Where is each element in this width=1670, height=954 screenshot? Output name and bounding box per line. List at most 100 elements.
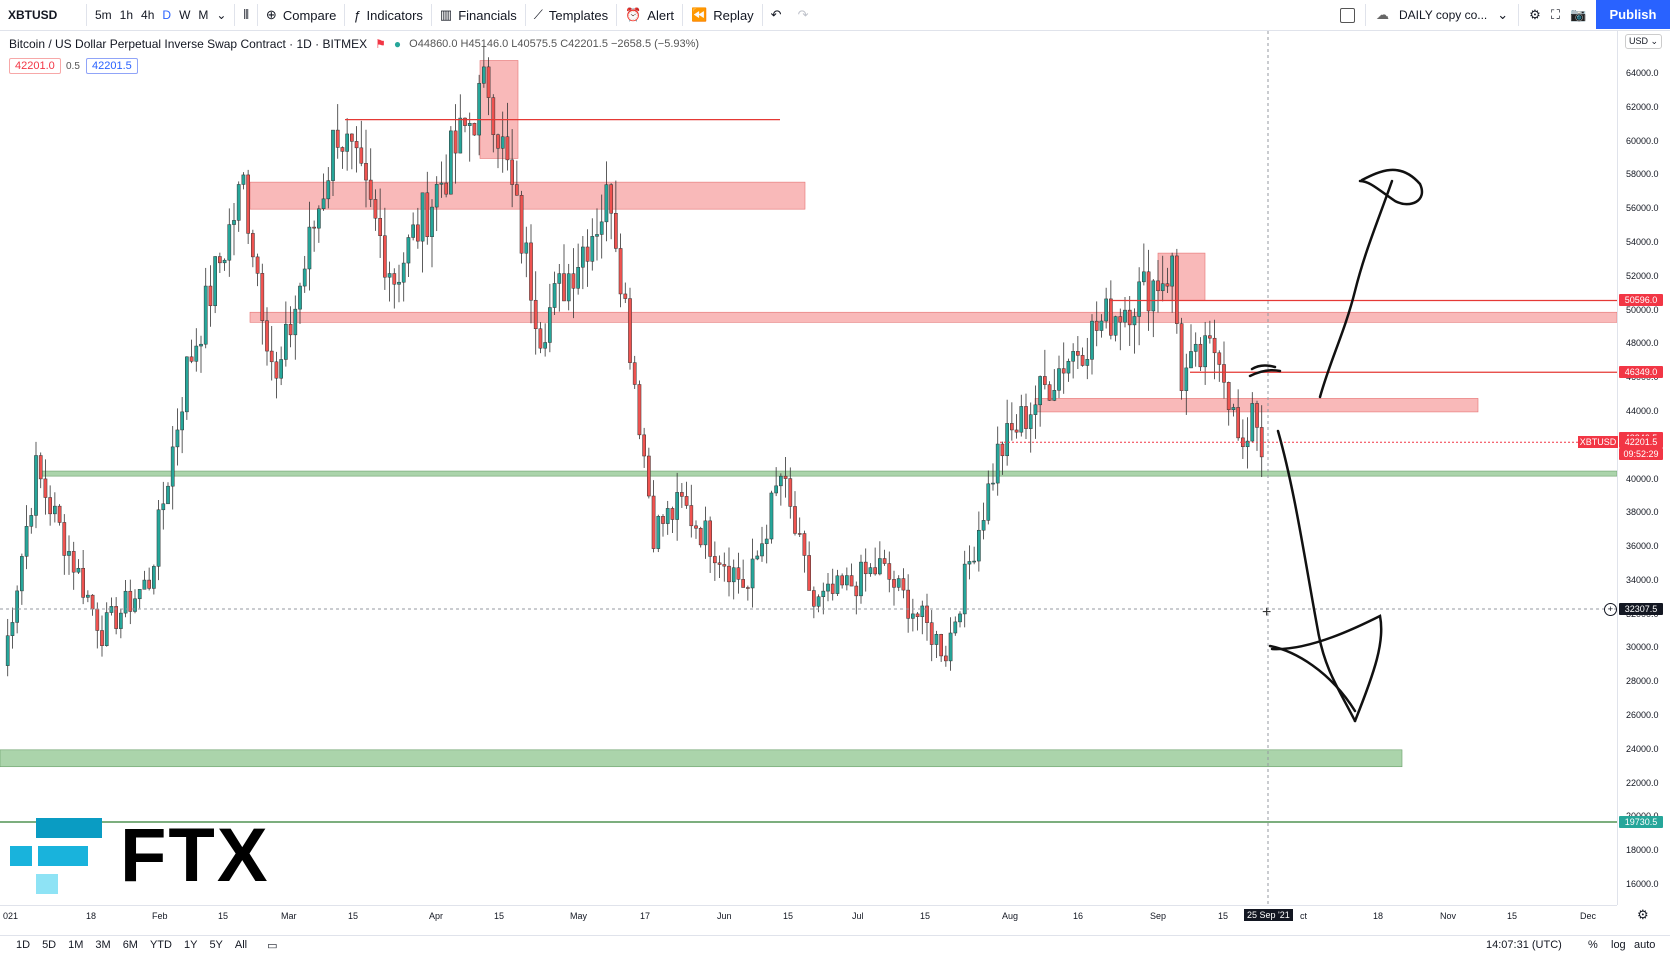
candle-body	[100, 630, 104, 646]
time-tick: 15	[348, 911, 359, 921]
date-range-icon[interactable]: ▭	[267, 939, 278, 952]
toolbar-divider	[86, 4, 87, 26]
range-3m[interactable]: 3M	[95, 939, 111, 951]
flag-icon[interactable]: ⚑	[375, 37, 386, 51]
log-toggle[interactable]: log	[1611, 939, 1626, 951]
candle	[849, 563, 854, 587]
auto-toggle[interactable]: auto	[1634, 939, 1656, 951]
crosshair-plus-icon[interactable]: +	[1604, 603, 1617, 616]
price-chart[interactable]: +	[0, 31, 1670, 935]
candle	[298, 282, 302, 324]
candle	[500, 111, 505, 173]
candle	[1184, 353, 1189, 415]
candle-body	[566, 273, 571, 302]
candle	[656, 514, 661, 553]
candle-body	[576, 267, 580, 289]
candle-body	[533, 299, 538, 330]
candle	[675, 472, 679, 541]
range-6m[interactable]: 6M	[122, 939, 138, 951]
candle-body	[317, 208, 321, 229]
series-title[interactable]: Bitcoin / US Dollar Perpetual Inverse Sw…	[9, 37, 368, 51]
candle-body	[812, 590, 816, 607]
candle-body	[420, 192, 425, 242]
fullscreen-toggle-icon[interactable]	[1340, 7, 1355, 23]
candle-body	[10, 622, 15, 636]
candle-body	[53, 505, 57, 515]
price-axis[interactable]: USD ⌄	[1617, 31, 1670, 905]
resistance-zone[interactable]	[249, 181, 806, 210]
range-5y[interactable]: 5Y	[209, 939, 223, 951]
candle	[317, 205, 321, 243]
resistance-zone[interactable]	[249, 311, 1618, 323]
clock[interactable]: 14:07:31 (UTC)	[1486, 939, 1562, 951]
candle	[15, 585, 19, 634]
range-ytd[interactable]: YTD	[149, 939, 172, 951]
candle	[797, 517, 802, 537]
candle-body	[86, 594, 90, 598]
chevron-down-icon[interactable]: ⌄	[216, 8, 227, 22]
indicators-button[interactable]: ƒ Indicators	[345, 0, 431, 30]
camera-icon[interactable]: 📷	[1569, 7, 1587, 22]
bid-price[interactable]: 42201.0	[9, 58, 61, 74]
gear-icon[interactable]: ⚙	[1529, 7, 1541, 22]
templates-button[interactable]: ⟋ Templates	[526, 0, 616, 30]
financials-button[interactable]: ▥ Financials	[432, 0, 525, 30]
interval-4h[interactable]: 4h	[141, 8, 155, 22]
interval-1h[interactable]: 1h	[119, 8, 134, 22]
ask-price[interactable]: 42201.5	[86, 58, 138, 74]
layout-name[interactable]: DAILY copy co...	[1399, 8, 1488, 22]
interval-m[interactable]: M	[198, 8, 209, 22]
candle	[962, 550, 967, 628]
candle	[1245, 417, 1250, 469]
range-1d[interactable]: 1D	[16, 939, 31, 951]
candle-body	[128, 590, 133, 612]
interval-5m[interactable]: 5m	[95, 8, 112, 22]
undo-button[interactable]: ↶	[763, 0, 790, 30]
candle	[779, 473, 783, 506]
candle-body	[458, 117, 463, 154]
chart-type-button[interactable]: ⫴	[235, 0, 256, 30]
candle	[467, 112, 472, 162]
candle	[29, 507, 34, 534]
support-zone[interactable]	[39, 470, 1618, 477]
currency-selector[interactable]: USD ⌄	[1625, 34, 1663, 49]
candle	[104, 602, 109, 647]
candle-body	[1085, 359, 1090, 366]
time-axis[interactable]	[0, 905, 1617, 926]
symbol-search[interactable]: XBTUSD	[0, 0, 86, 30]
resistance-zone[interactable]	[1157, 252, 1206, 301]
candle	[1212, 319, 1217, 380]
candle-body	[354, 141, 359, 149]
alert-button[interactable]: ⏰ Alert	[617, 0, 682, 30]
interval-d[interactable]: D	[162, 8, 172, 22]
range-1m[interactable]: 1M	[68, 939, 84, 951]
candle	[859, 554, 863, 604]
support-zone[interactable]	[0, 749, 1403, 768]
range-5d[interactable]: 5D	[42, 939, 57, 951]
candle	[972, 546, 976, 565]
publish-button[interactable]: Publish	[1596, 0, 1670, 29]
candle-body	[67, 551, 71, 556]
redo-button[interactable]: ↷	[790, 0, 817, 30]
range-1y[interactable]: 1Y	[183, 939, 198, 951]
candle	[1156, 260, 1160, 313]
percent-toggle[interactable]: %	[1588, 939, 1598, 951]
candle-body	[62, 522, 67, 556]
function-icon: ƒ	[353, 7, 361, 23]
range-all[interactable]: All	[234, 939, 248, 951]
candle	[878, 541, 882, 576]
candle	[722, 552, 727, 582]
fullscreen-icon[interactable]: ⛶	[1550, 7, 1560, 22]
interval-w[interactable]: W	[179, 8, 191, 22]
candle	[137, 589, 142, 609]
compare-button[interactable]: ⊕ Compare	[258, 0, 344, 30]
candle-body	[203, 285, 208, 345]
replay-button[interactable]: ⏪ Replay	[683, 0, 762, 30]
candle-body	[359, 147, 364, 164]
price-tick: 34000.0	[1626, 574, 1659, 585]
candle	[647, 447, 651, 499]
time-axis-settings-icon[interactable]: ⚙	[1637, 907, 1649, 922]
candle-body	[741, 579, 745, 588]
candle	[925, 593, 929, 641]
chevron-down-icon[interactable]: ⌄	[1497, 7, 1509, 22]
